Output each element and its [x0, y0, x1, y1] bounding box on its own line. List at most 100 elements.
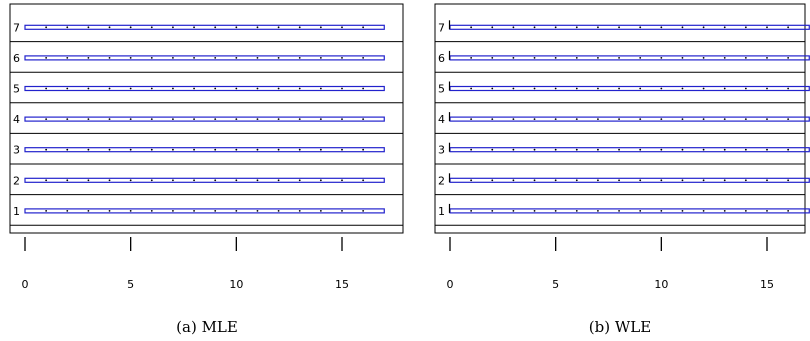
x-tick-label-0: 0 — [22, 278, 29, 291]
point-row-3-7 — [597, 148, 599, 151]
point-row-4-6 — [150, 118, 153, 120]
point-row-2-15 — [341, 179, 343, 182]
point-row-5-7 — [597, 87, 599, 90]
point-row-5-16 — [787, 87, 790, 90]
point-row-6-5 — [129, 57, 132, 59]
point-row-5-10 — [235, 87, 238, 90]
point-row-2-9 — [639, 179, 642, 182]
point-row-7-3 — [512, 26, 515, 29]
point-row-4-1 — [45, 118, 48, 120]
point-row-6-16 — [362, 57, 365, 59]
point-row-5-10 — [660, 87, 663, 90]
point-row-4-12 — [702, 118, 705, 120]
point-row-4-3 — [512, 118, 515, 120]
point-row-1-13 — [723, 210, 726, 212]
point-row-6-8 — [618, 57, 620, 59]
point-row-2-16 — [787, 179, 790, 182]
panel-caption: (b) WLE — [589, 318, 651, 336]
point-row-1-5 — [554, 210, 557, 212]
point-row-2-9 — [214, 179, 217, 182]
point-row-6-9 — [214, 57, 217, 59]
point-row-5-14 — [744, 87, 747, 90]
point-row-6-1 — [470, 57, 473, 59]
point-row-3-14 — [319, 148, 322, 151]
row-label-2: 2 — [438, 174, 445, 187]
point-row-1-4 — [533, 210, 536, 212]
point-row-4-13 — [723, 118, 726, 120]
point-row-2-8 — [193, 179, 195, 182]
point-row-5-1 — [470, 87, 473, 90]
point-row-6-7 — [172, 57, 174, 59]
point-row-7-13 — [298, 26, 301, 29]
point-row-1-8 — [193, 210, 195, 212]
point-row-6-6 — [150, 57, 153, 59]
point-row-4-15 — [341, 118, 343, 120]
point-row-1-15 — [766, 210, 768, 212]
point-row-3-13 — [298, 148, 301, 151]
point-row-2-11 — [681, 179, 684, 182]
point-row-6-6 — [575, 57, 578, 59]
point-row-5-6 — [575, 87, 578, 90]
row-label-1: 1 — [438, 205, 445, 218]
point-row-5-11 — [256, 87, 259, 90]
point-row-4-4 — [108, 118, 111, 120]
panel-border — [9, 3, 404, 234]
point-row-2-3 — [87, 179, 90, 182]
point-row-3-1 — [45, 148, 48, 151]
point-row-2-7 — [597, 179, 599, 182]
point-row-5-2 — [66, 87, 69, 90]
point-row-5-15 — [766, 87, 768, 90]
point-row-1-2 — [491, 210, 494, 212]
point-row-4-14 — [744, 118, 747, 120]
point-row-7-15 — [341, 26, 343, 29]
band-row-4 — [449, 116, 810, 122]
row-label-5: 5 — [438, 83, 445, 96]
point-row-7-8 — [193, 26, 195, 29]
point-row-3-6 — [150, 148, 153, 151]
point-row-6-16 — [787, 57, 790, 59]
point-row-7-12 — [702, 26, 705, 29]
point-row-5-4 — [533, 87, 536, 90]
point-row-2-2 — [66, 179, 69, 182]
point-row-7-3 — [87, 26, 90, 29]
point-row-3-3 — [512, 148, 515, 151]
point-row-5-9 — [639, 87, 642, 90]
point-row-6-13 — [298, 57, 301, 59]
row-label-7: 7 — [438, 21, 445, 34]
x-tick-label-5: 5 — [552, 278, 559, 291]
point-row-3-15 — [341, 148, 343, 151]
point-row-6-10 — [660, 57, 663, 59]
point-row-4-15 — [766, 118, 768, 120]
point-row-1-11 — [681, 210, 684, 212]
row-label-7: 7 — [13, 21, 20, 34]
point-row-7-7 — [597, 26, 599, 29]
point-row-1-9 — [214, 210, 217, 212]
point-row-1-10 — [235, 210, 238, 212]
band-row-3 — [449, 147, 810, 153]
point-row-3-9 — [214, 148, 217, 151]
point-row-1-9 — [639, 210, 642, 212]
point-row-3-6 — [575, 148, 578, 151]
point-row-6-1 — [45, 57, 48, 59]
point-row-3-8 — [618, 148, 620, 151]
point-row-2-6 — [575, 179, 578, 182]
point-row-3-5 — [129, 148, 132, 151]
point-row-4-9 — [214, 118, 217, 120]
point-row-1-7 — [172, 210, 174, 212]
point-row-2-6 — [150, 179, 153, 182]
point-row-3-12 — [702, 148, 705, 151]
point-row-4-7 — [172, 118, 174, 120]
point-row-5-13 — [298, 87, 301, 90]
point-row-4-9 — [639, 118, 642, 120]
point-row-1-14 — [744, 210, 747, 212]
panel-border — [434, 3, 806, 234]
point-row-5-9 — [214, 87, 217, 90]
point-row-3-5 — [554, 148, 557, 151]
point-row-7-15 — [766, 26, 768, 29]
band-row-5 — [24, 85, 385, 92]
row-label-3: 3 — [13, 144, 20, 157]
point-row-5-14 — [319, 87, 322, 90]
point-row-2-4 — [108, 179, 111, 182]
